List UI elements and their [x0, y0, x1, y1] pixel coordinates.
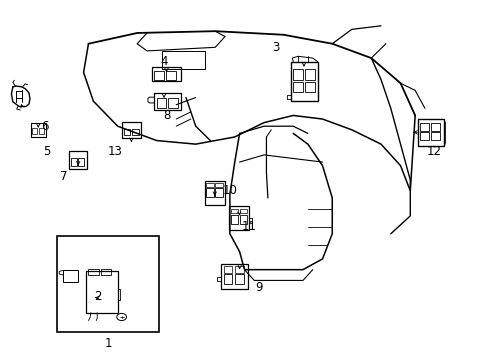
Bar	[31, 123, 45, 137]
Text: 7: 7	[60, 170, 68, 183]
Bar	[206, 183, 213, 187]
Text: 13: 13	[108, 145, 122, 158]
Bar	[293, 69, 303, 80]
Text: 10: 10	[222, 184, 237, 197]
Bar	[417, 119, 444, 146]
Bar	[154, 71, 163, 80]
Bar	[228, 206, 249, 230]
Bar	[223, 274, 232, 284]
Bar	[78, 158, 83, 166]
Bar	[166, 71, 176, 80]
Bar	[168, 98, 178, 108]
Text: 11: 11	[242, 220, 256, 233]
Bar	[234, 274, 243, 284]
Bar	[223, 266, 232, 273]
Bar	[32, 129, 37, 134]
Bar	[239, 209, 246, 213]
Text: 1: 1	[104, 337, 111, 350]
Bar	[221, 264, 247, 289]
Bar	[69, 151, 87, 169]
Bar	[305, 69, 314, 80]
Bar	[206, 188, 213, 197]
Bar	[204, 181, 224, 205]
Bar	[152, 67, 181, 81]
Bar	[293, 82, 303, 92]
Bar	[430, 132, 439, 140]
Bar	[215, 183, 222, 187]
Text: 5: 5	[43, 145, 51, 158]
Bar	[230, 209, 238, 213]
Text: 3: 3	[272, 41, 279, 54]
Bar	[239, 215, 246, 224]
Bar	[230, 215, 238, 224]
Text: 2: 2	[94, 290, 102, 303]
Bar	[161, 51, 205, 69]
Bar	[39, 129, 43, 134]
Bar	[86, 271, 118, 313]
Bar	[122, 122, 141, 138]
Text: 4: 4	[160, 55, 167, 68]
Bar	[305, 82, 314, 92]
Bar	[290, 62, 317, 101]
Bar	[430, 123, 439, 131]
Bar	[101, 269, 111, 275]
Bar	[215, 188, 222, 197]
Text: 9: 9	[255, 281, 263, 294]
Bar	[123, 129, 130, 135]
Bar	[57, 235, 159, 332]
Bar	[234, 266, 243, 273]
Bar	[132, 129, 139, 135]
Bar	[63, 270, 78, 282]
Text: 12: 12	[427, 145, 441, 158]
Bar	[419, 132, 428, 140]
Bar	[157, 98, 166, 108]
Bar	[88, 269, 99, 275]
Bar	[154, 93, 181, 110]
Text: 6: 6	[41, 120, 48, 133]
Text: 8: 8	[163, 109, 170, 122]
Bar	[419, 123, 428, 131]
Bar	[71, 158, 77, 166]
